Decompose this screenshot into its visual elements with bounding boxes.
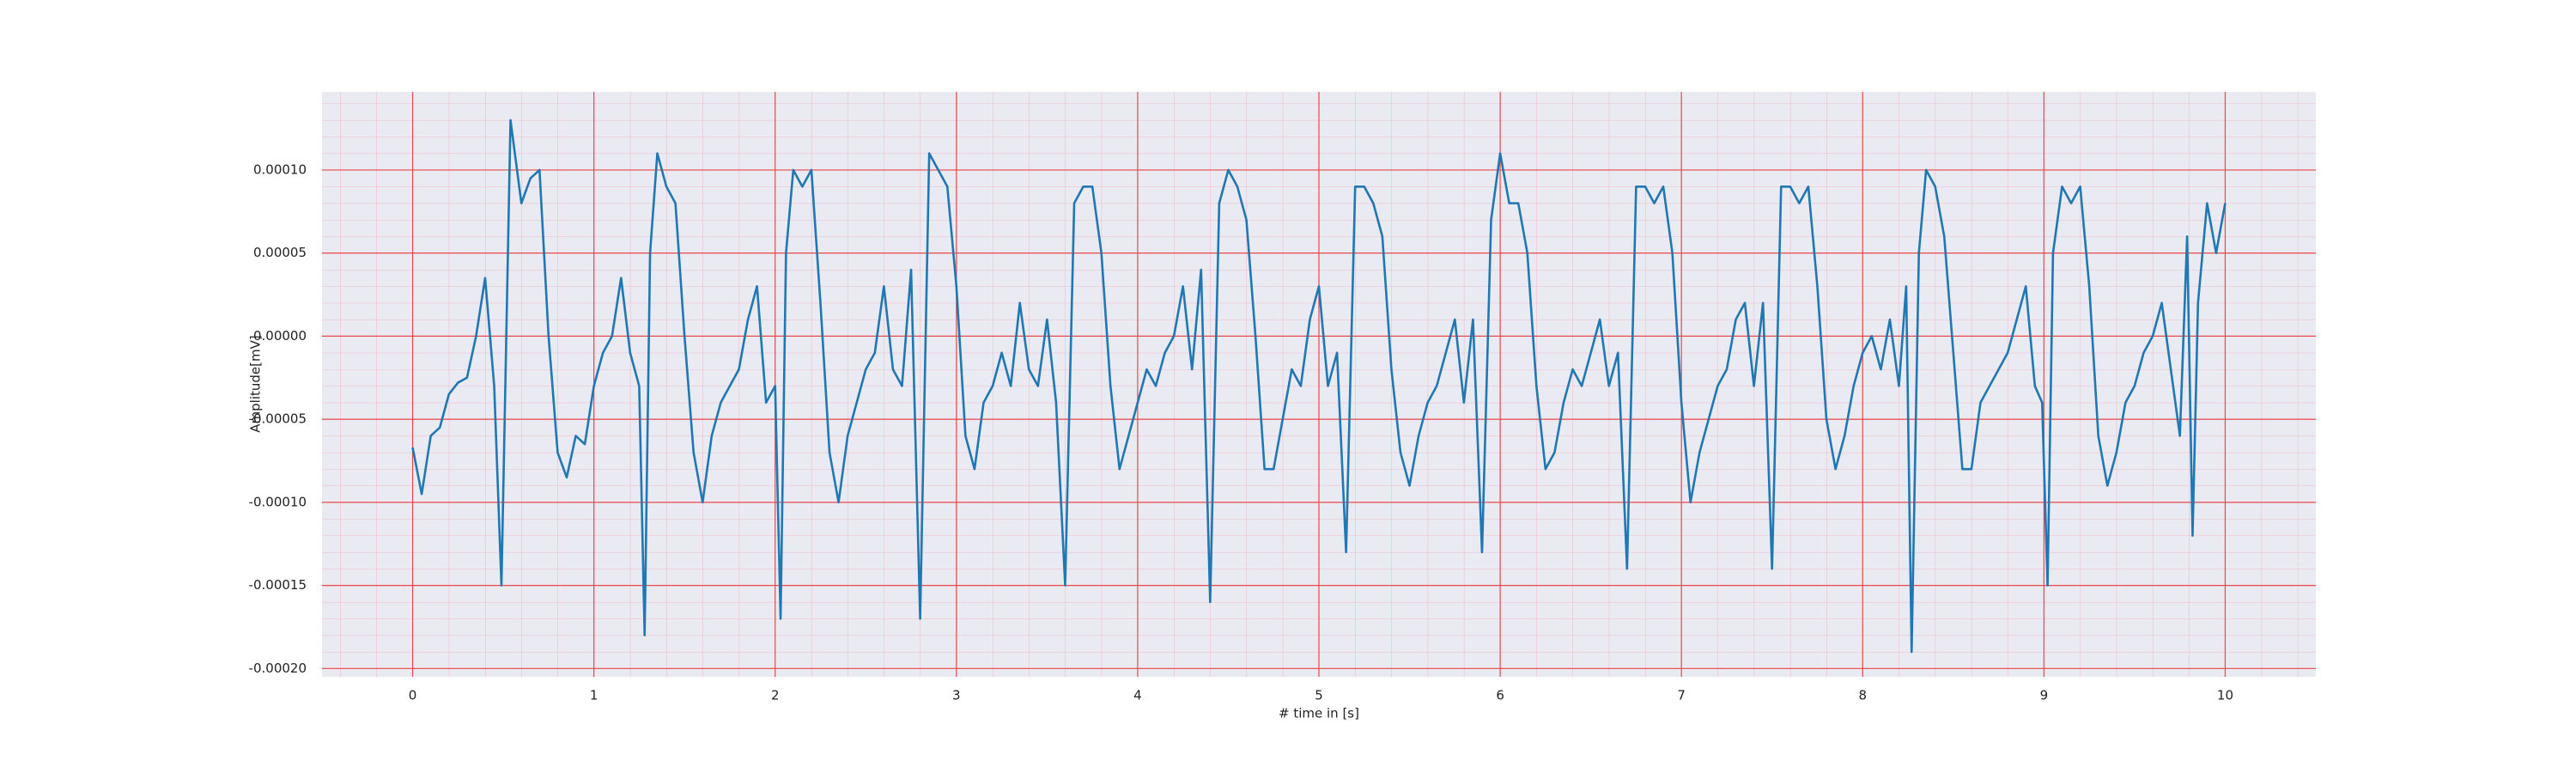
x-tick-label: 8	[1858, 688, 1867, 703]
x-tick-label: 9	[2040, 688, 2049, 703]
y-tick-label: -0.00005	[249, 411, 307, 427]
x-tick-label: 6	[1496, 688, 1504, 703]
x-tick-label: 7	[1677, 688, 1686, 703]
y-tick-label: 0.00005	[253, 245, 307, 260]
y-tick-label: 0.00010	[253, 161, 307, 177]
x-axis-label: # time in [s]	[1279, 706, 1359, 721]
y-axis-label: Amplitude[mV]	[248, 335, 264, 432]
y-tick-label: -0.00015	[249, 577, 307, 593]
x-tick-label: 3	[952, 688, 961, 703]
y-tick-label: 0.00000	[253, 328, 307, 344]
y-tick-label: -0.00020	[249, 660, 307, 676]
x-tick-label: 0	[409, 688, 417, 703]
x-tick-label: 10	[2217, 688, 2233, 703]
x-tick-label: 4	[1133, 688, 1142, 703]
x-tick-label: 2	[771, 688, 780, 703]
x-tick-label: 1	[590, 688, 598, 703]
x-tick-label: 5	[1315, 688, 1323, 703]
signal-line	[411, 119, 2227, 654]
y-tick-label: -0.00010	[249, 494, 307, 509]
